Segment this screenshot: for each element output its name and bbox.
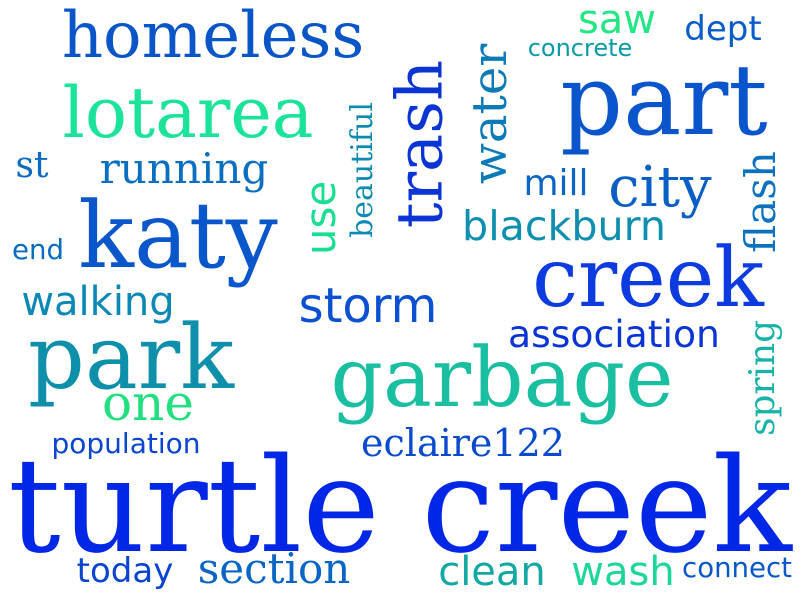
word-population: population (51, 427, 201, 460)
word-eclaire122: eclaire122 (361, 421, 565, 465)
word-today: today (76, 551, 174, 591)
word-concrete: concrete (527, 34, 633, 62)
word-city: city (608, 155, 712, 220)
word-storm: storm (298, 278, 438, 334)
word-mill: mill (523, 163, 589, 204)
word-one: one (102, 374, 194, 432)
word-lotarea: lotarea (62, 72, 314, 154)
word-association: association (508, 312, 720, 357)
word-dept: dept (684, 9, 762, 49)
word-section: section (197, 544, 351, 593)
word-use: use (296, 180, 345, 256)
word-clean: clean (438, 549, 546, 595)
word-spring: spring (742, 320, 784, 436)
word-park: park (28, 305, 234, 409)
word-water: water (462, 43, 518, 185)
word-walking: walking (21, 279, 175, 325)
word-trash: trash (383, 59, 457, 229)
word-connect: connect (682, 551, 792, 585)
word-blackburn: blackburn (462, 202, 666, 251)
word-beautiful: beautiful (345, 102, 380, 238)
word-st: st (15, 145, 49, 186)
word-homeless: homeless (61, 0, 365, 73)
word-creek: creek (532, 231, 764, 326)
word-running: running (99, 144, 269, 193)
word-part: part (560, 44, 768, 158)
word-wash: wash (571, 549, 675, 595)
word-flash: flash (735, 151, 785, 253)
word-saw: saw (577, 0, 657, 43)
word-turtle-creek: turtle creek (8, 429, 792, 583)
word-katy: katy (78, 182, 278, 289)
word-garbage: garbage (330, 331, 674, 426)
word-end: end (12, 233, 64, 267)
